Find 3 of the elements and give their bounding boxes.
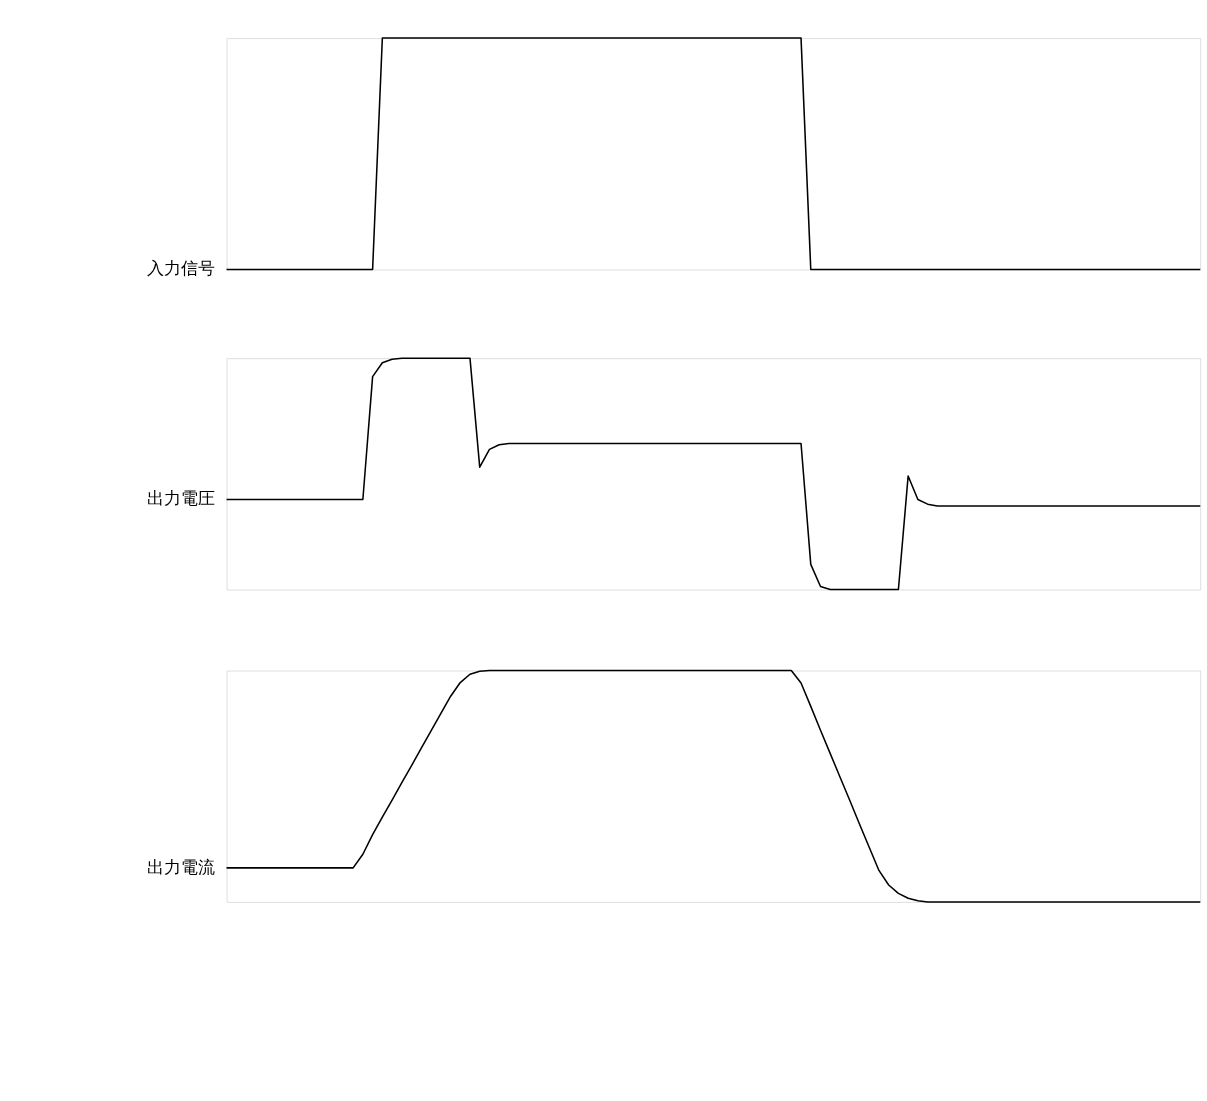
series-label: 出力電圧 (146, 488, 215, 509)
series-label: 入力信号 (146, 258, 215, 279)
series-label: 出力電流 (146, 856, 215, 877)
